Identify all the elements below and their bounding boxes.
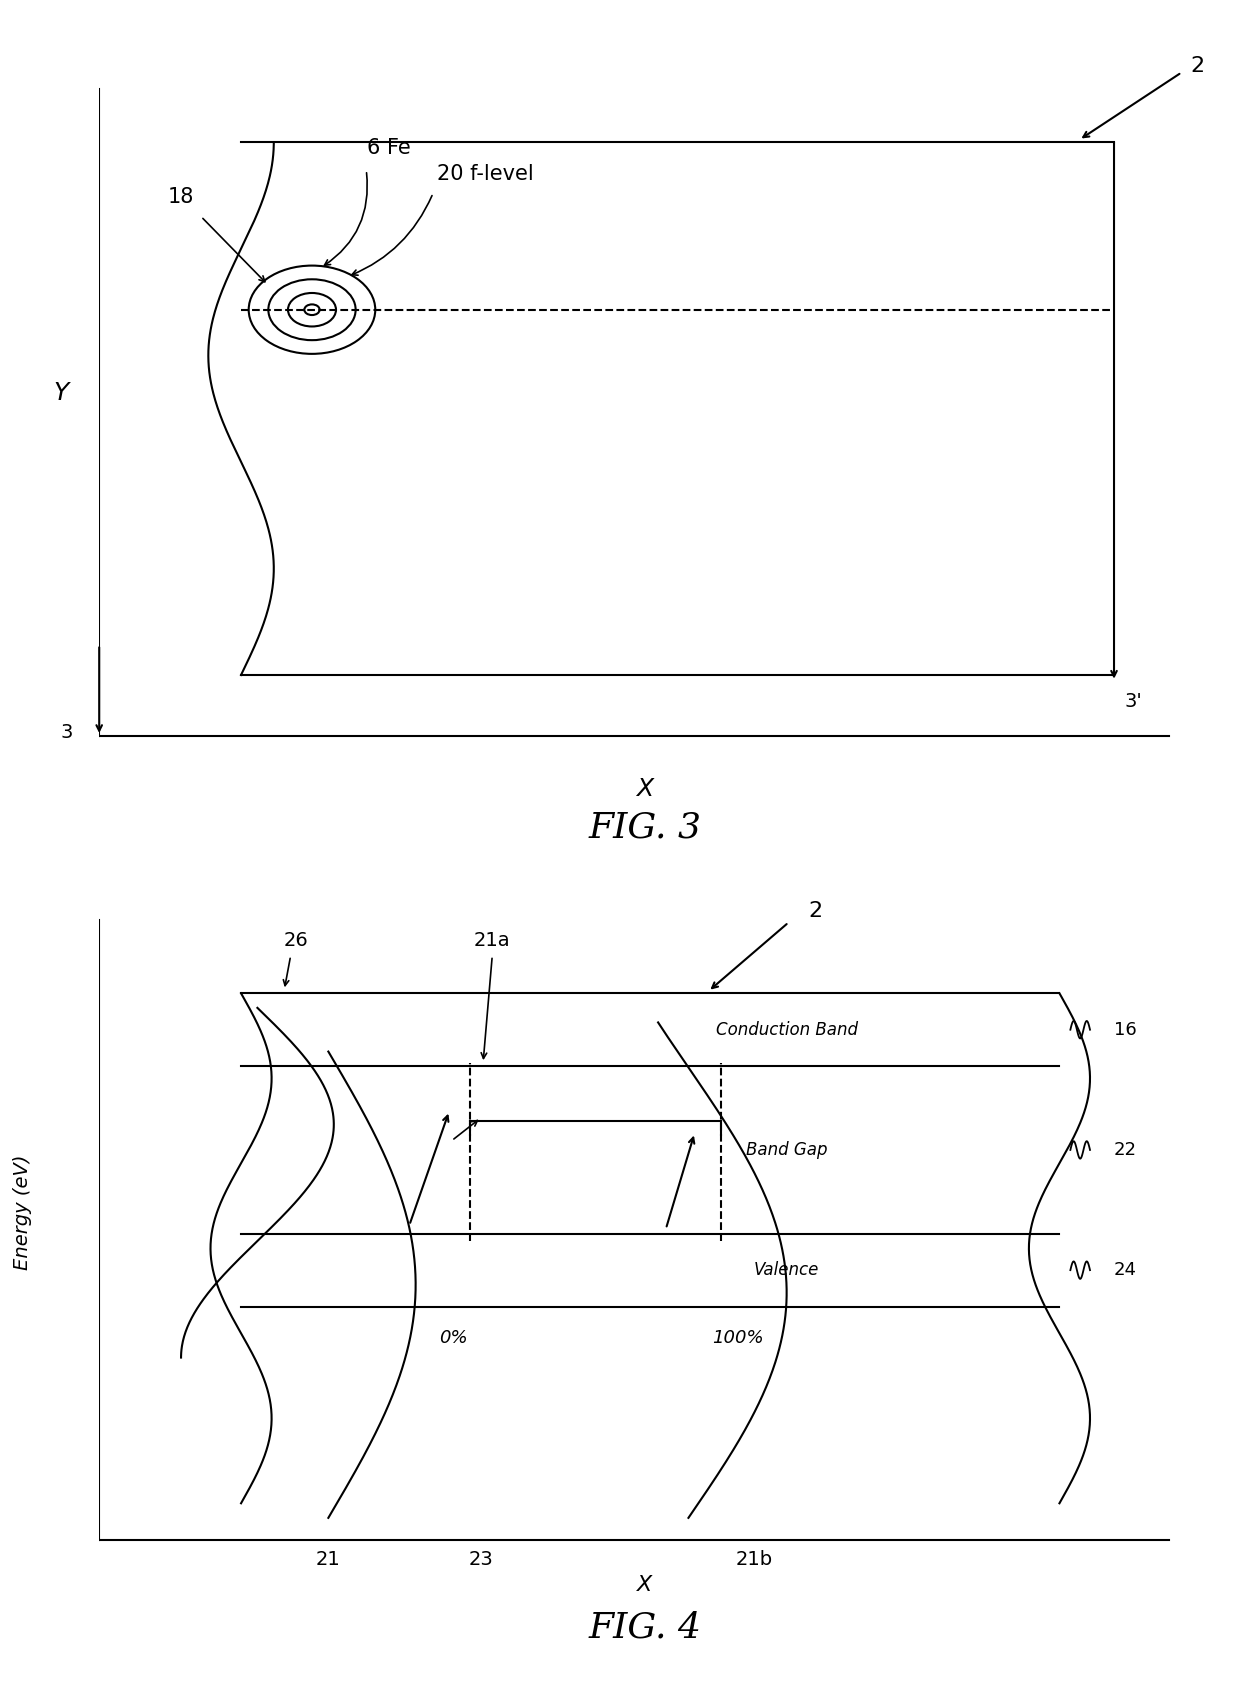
Text: 23: 23 [469,1550,494,1569]
Text: 2: 2 [808,901,822,921]
Text: 21b: 21b [735,1550,773,1569]
Text: 6 Fe: 6 Fe [367,138,410,158]
Text: 100%: 100% [712,1329,764,1346]
Text: 3: 3 [61,722,73,741]
Text: 20 f-level: 20 f-level [438,165,534,184]
Text: FIG. 3: FIG. 3 [588,811,702,845]
Text: 24: 24 [1114,1261,1137,1278]
Text: FIG. 4: FIG. 4 [588,1610,702,1644]
Text: Y: Y [53,381,68,405]
Text: Band Gap: Band Gap [746,1141,827,1159]
Text: 18: 18 [167,187,195,207]
Text: 21: 21 [316,1550,341,1569]
Text: 22: 22 [1114,1141,1137,1159]
Text: X: X [637,1574,652,1595]
Text: X: X [636,777,653,801]
Text: 21a: 21a [474,932,511,950]
Text: 16: 16 [1114,1020,1137,1039]
Text: Valence: Valence [754,1261,820,1278]
Text: 26: 26 [283,932,308,950]
Text: Energy (eV): Energy (eV) [14,1154,32,1270]
Text: 3': 3' [1125,692,1143,711]
Text: 0%: 0% [439,1329,469,1346]
Text: 2: 2 [1190,56,1204,76]
Text: Conduction Band: Conduction Band [715,1020,858,1039]
